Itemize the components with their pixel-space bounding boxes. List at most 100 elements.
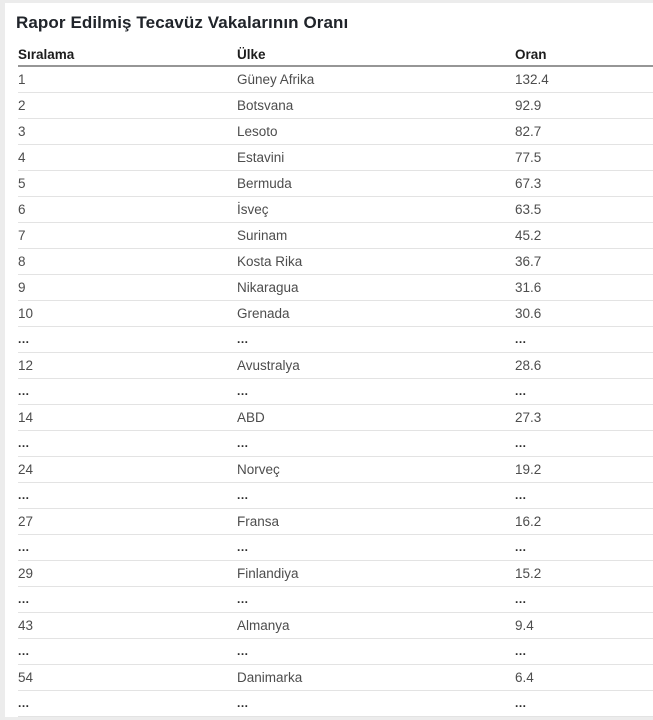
cell-country: Finlandiya [237,560,515,587]
cell-rate: 31.6 [515,274,653,301]
cell-country: Bermuda [237,170,515,197]
table-row-ellipsis: ......... [18,638,653,665]
cell-country: İsveç [237,196,515,223]
cell-rate: 19.2 [515,456,653,483]
cell-rate: 16.2 [515,508,653,535]
cell-rate: ... [515,690,653,717]
cell-country: Botsvana [237,92,515,119]
table-row: 24 Norveç 19.2 [18,456,653,483]
cell-rank: 54 [18,664,237,691]
cell-country: Kosta Rika [237,248,515,275]
cell-country: Norveç [237,456,515,483]
table-row: 4 Estavini 77.5 [18,144,653,171]
cell-country: ABD [237,404,515,431]
cell-rate: 67.3 [515,170,653,197]
table-row: 27 Fransa 16.2 [18,508,653,535]
cell-country: Fransa [237,508,515,535]
cell-country: ... [237,638,515,665]
table-row: 29 Finlandiya 15.2 [18,560,653,587]
cell-rank: 24 [18,456,237,483]
cell-rank: 8 [18,248,237,275]
cell-rate: ... [515,638,653,665]
table-row: 2 Botsvana 92.9 [18,92,653,119]
cell-country: Lesoto [237,118,515,145]
table-row: 1 Güney Afrika 132.4 [18,66,653,93]
cell-rate: ... [515,430,653,457]
cell-rate: ... [515,534,653,561]
cell-country: Danimarka [237,664,515,691]
cell-rate: 77.5 [515,144,653,171]
cell-rate: ... [515,378,653,405]
cell-country: Almanya [237,612,515,639]
cell-rate: 45.2 [515,222,653,249]
cell-country: Avustralya [237,352,515,379]
cell-rate: 36.7 [515,248,653,275]
table-header: Sıralama Ülke Oran [18,43,653,67]
cell-rate: 132.4 [515,66,653,93]
cell-rank: 10 [18,300,237,327]
table-row-ellipsis: ......... [18,690,653,717]
cell-rank: 2 [18,92,237,119]
cell-rank: ... [18,690,237,717]
cell-rank: ... [18,430,237,457]
page-container: Rapor Edilmiş Tecavüz Vakalarının Oranı … [5,3,653,717]
table-row-ellipsis: ......... [18,378,653,405]
table-body: 1 Güney Afrika 132.4 2 Botsvana 92.9 3 Lesoto 82… [18,66,653,717]
table-row: 5 Bermuda 67.3 [18,170,653,197]
table-row-ellipsis: ......... [18,326,653,353]
cell-rate: 28.6 [515,352,653,379]
cell-rank: 5 [18,170,237,197]
cell-rate: ... [515,586,653,613]
column-header-rate: Oran [515,43,653,67]
table-row: 14 ABD 27.3 [18,404,653,431]
cell-country: ... [237,430,515,457]
cell-rank: 29 [18,560,237,587]
cell-rank: 12 [18,352,237,379]
table-row: 54 Danimarka 6.4 [18,664,653,691]
cell-rank: 43 [18,612,237,639]
cell-rate: ... [515,326,653,353]
cell-rate: 6.4 [515,664,653,691]
cell-rate: 9.4 [515,612,653,639]
cell-rank: ... [18,638,237,665]
cell-rank: ... [18,378,237,405]
cell-rank: 7 [18,222,237,249]
cell-rank: 27 [18,508,237,535]
table-row: 8 Kosta Rika 36.7 [18,248,653,275]
cell-country: Nikaragua [237,274,515,301]
cell-country: Grenada [237,300,515,327]
cell-country: ... [237,586,515,613]
table-row-ellipsis: ......... [18,482,653,509]
page-title: Rapor Edilmiş Tecavüz Vakalarının Oranı [16,13,349,32]
cell-rate: 82.7 [515,118,653,145]
column-header-rank: Sıralama [18,43,237,67]
table-row: 10 Grenada 30.6 [18,300,653,327]
cell-country: ... [237,326,515,353]
rates-table: Sıralama Ülke Oran 1 Güney Afrika 132.4 2 Bo… [18,43,653,717]
cell-rate: 27.3 [515,404,653,431]
table-row: 9 Nikaragua 31.6 [18,274,653,301]
table-row: 43 Almanya 9.4 [18,612,653,639]
cell-country: ... [237,482,515,509]
cell-country: Surinam [237,222,515,249]
cell-rate: 63.5 [515,196,653,223]
cell-rank: 3 [18,118,237,145]
table-row-ellipsis: ......... [18,586,653,613]
cell-country: ... [237,534,515,561]
cell-rank: 1 [18,66,237,93]
table-row: 7 Surinam 45.2 [18,222,653,249]
table-header-row: Sıralama Ülke Oran [18,43,653,67]
table-row-ellipsis: ......... [18,430,653,457]
table-row: 6 İsveç 63.5 [18,196,653,223]
cell-rate: 15.2 [515,560,653,587]
cell-country: ... [237,378,515,405]
column-header-country: Ülke [237,43,515,67]
cell-country: Estavini [237,144,515,171]
cell-rank: ... [18,586,237,613]
table-row-ellipsis: ......... [18,534,653,561]
cell-rate: 30.6 [515,300,653,327]
table-row: 3 Lesoto 82.7 [18,118,653,145]
cell-rank: 4 [18,144,237,171]
cell-country: Güney Afrika [237,66,515,93]
